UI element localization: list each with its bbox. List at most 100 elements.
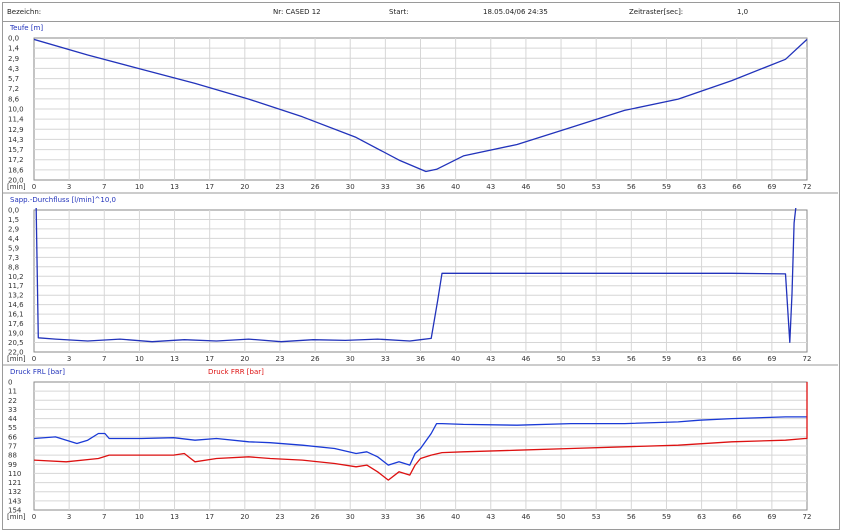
- panel2-y-tick-label: 7,3: [8, 254, 19, 262]
- panel2-y-tick-label: 13,2: [8, 292, 24, 300]
- panel2-x-tick-label: 46: [521, 355, 530, 363]
- panel1-y-tick-label: 0,0: [8, 35, 19, 43]
- label-zeitraster: Zeitraster[sec]:: [629, 8, 684, 16]
- panel3-x-tick-label: 17: [205, 513, 214, 521]
- panel2-x-tick-label: 26: [311, 355, 320, 363]
- panel2-y-tick-label: 11,7: [8, 282, 24, 290]
- panel1-y-tick-label: 4,3: [8, 65, 19, 73]
- panel3-x-tick-label: 50: [557, 513, 566, 521]
- panel1-x-tick-label: 17: [205, 183, 214, 191]
- panel2-x-tick-label: 59: [662, 355, 671, 363]
- panel2-x-tick-label: 69: [767, 355, 776, 363]
- panel3-y-tick-label: 121: [8, 479, 21, 487]
- panel3-title-2: Druck FRR [bar]: [208, 368, 264, 376]
- panel3-y-tick-label: 66: [8, 433, 17, 441]
- label-nr: Nr: CASED 12: [273, 8, 321, 16]
- panel3-y-tick-label: 11: [8, 388, 17, 396]
- panel2-x-tick-label: 50: [557, 355, 566, 363]
- start-value: 18.05.04/06 24:35: [483, 8, 548, 16]
- panel3-x-tick-label: 63: [697, 513, 706, 521]
- panel3-x-tick-label: 66: [732, 513, 741, 521]
- panel1-x-tick-label: 53: [592, 183, 601, 191]
- panel1-y-tick-label: 14,3: [8, 136, 24, 144]
- panel1-x-unit-label: [min]: [7, 183, 26, 191]
- panel1-y-tick-label: 1,4: [8, 45, 20, 53]
- panel2-x-tick-label: 40: [451, 355, 460, 363]
- panel2-x-tick-label: 63: [697, 355, 706, 363]
- panel3-x-tick-label: 13: [170, 513, 179, 521]
- panel3-title: Druck FRL [bar]: [10, 368, 65, 376]
- panel2-y-tick-label: 4,4: [8, 235, 20, 243]
- panel3-x-tick-label: 40: [451, 513, 460, 521]
- panel3-x-tick-label: 53: [592, 513, 601, 521]
- panel3-series-1-line: [34, 416, 807, 466]
- panel3-x-unit-label: [min]: [7, 513, 26, 521]
- panel3-x-tick-label: 23: [275, 513, 284, 521]
- panel1-x-tick-label: 43: [486, 183, 495, 191]
- panel1-x-tick-label: 50: [557, 183, 566, 191]
- panel1-y-tick-label: 2,9: [8, 55, 19, 63]
- panel2-x-tick-label: 10: [135, 355, 144, 363]
- label-start: Start:: [389, 8, 409, 16]
- panel3-x-tick-label: 30: [346, 513, 355, 521]
- interval-value: 1,0: [737, 8, 749, 16]
- panel2-title: Sapp.-Durchfluss [l/min]^10,0: [10, 196, 116, 204]
- panel1-x-tick-label: 3: [67, 183, 71, 191]
- panel2-x-tick-label: 0: [32, 355, 36, 363]
- panel3-x-tick-label: 72: [803, 513, 812, 521]
- panel3-x-tick-label: 20: [240, 513, 249, 521]
- panel2-x-tick-label: 56: [627, 355, 636, 363]
- label-bezeichnung: Bezeichn:: [7, 8, 42, 16]
- panel1-x-tick-label: 59: [662, 183, 671, 191]
- panel2-y-tick-label: 20,5: [8, 339, 24, 347]
- panel2-x-tick-label: 7: [102, 355, 106, 363]
- panel1-y-tick-label: 7,2: [8, 85, 19, 93]
- panel3-y-tick-label: 33: [8, 406, 17, 414]
- panel1-x-tick-label: 20: [240, 183, 249, 191]
- panel2-y-tick-label: 2,9: [8, 225, 19, 233]
- panel3-x-tick-label: 59: [662, 513, 671, 521]
- panel2-x-tick-label: 43: [486, 355, 495, 363]
- panel2-y-tick-label: 22,0: [8, 349, 24, 357]
- panel2-y-tick-label: 0,0: [8, 207, 19, 215]
- panel3-y-tick-label: 88: [8, 452, 17, 460]
- panel1-x-tick-label: 7: [102, 183, 106, 191]
- panel3-y-tick-label: 110: [8, 470, 21, 478]
- header-bar: Bezeichn: Nr: CASED 12 Start: 18.05.04/0…: [3, 3, 839, 22]
- panel3-y-tick-label: 22: [8, 397, 17, 405]
- panel3-y-tick-label: 44: [8, 415, 17, 423]
- panel1-x-tick-label: 33: [381, 183, 390, 191]
- panel1-x-tick-label: 72: [803, 183, 812, 191]
- panel3-x-tick-label: 46: [521, 513, 530, 521]
- panel2-y-tick-label: 5,9: [8, 244, 19, 252]
- panel1-x-tick-label: 46: [521, 183, 530, 191]
- panel1-y-tick-label: 18,6: [8, 166, 24, 174]
- panel1-y-tick-label: 10,0: [8, 106, 24, 114]
- panel3-x-tick-label: 26: [311, 513, 320, 521]
- panel1-x-tick-label: 10: [135, 183, 144, 191]
- panel3-x-tick-label: 7: [102, 513, 106, 521]
- panel1-series-1-line: [34, 38, 808, 173]
- panel1-title: Teufe [m]: [9, 24, 43, 32]
- panel2-x-tick-label: 66: [732, 355, 741, 363]
- panel3-series-2-line: [34, 382, 808, 481]
- panel1-x-tick-label: 66: [732, 183, 741, 191]
- panel1-x-tick-label: 36: [416, 183, 425, 191]
- panel2-x-tick-label: 33: [381, 355, 390, 363]
- panel1-x-tick-label: 23: [275, 183, 284, 191]
- panel3-x-tick-label: 36: [416, 513, 425, 521]
- panel2-x-tick-label: 17: [205, 355, 214, 363]
- panel1-y-tick-label: 15,7: [8, 146, 24, 154]
- panel3-y-tick-label: 132: [8, 488, 21, 496]
- panel1-y-tick-label: 17,2: [8, 156, 24, 164]
- panel3-x-tick-label: 33: [381, 513, 390, 521]
- panel3-y-tick-label: 99: [8, 461, 17, 469]
- panel3-x-tick-label: 0: [32, 513, 36, 521]
- panel3-x-tick-label: 3: [67, 513, 71, 521]
- panel2-x-tick-label: 53: [592, 355, 601, 363]
- panel2-y-tick-label: 10,2: [8, 273, 24, 281]
- panel1-x-tick-label: 0: [32, 183, 36, 191]
- panel1-y-tick-label: 20,0: [8, 177, 24, 185]
- panel1-y-tick-label: 5,7: [8, 75, 19, 83]
